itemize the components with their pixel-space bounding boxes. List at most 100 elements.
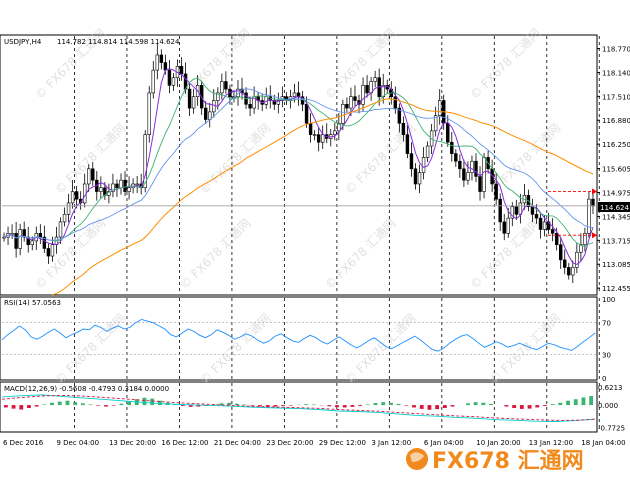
bull-candle (62, 214, 67, 223)
price-tick-label: 118.140 (602, 69, 630, 77)
price-tick-label: 114.975 (602, 190, 630, 198)
macd-main-line (1, 394, 596, 422)
bull-candle (341, 103, 345, 124)
bear-candle (591, 198, 595, 207)
bull-candle (119, 179, 123, 189)
price-panel (0, 34, 598, 296)
bear-candle (563, 259, 567, 268)
macd-plot: 0.6213 0.000 -0.7725 (1, 384, 625, 433)
bull-candle (66, 202, 71, 215)
bear-candle (514, 206, 519, 215)
bull-candle (208, 111, 212, 120)
rsi-plot: 100 70 30 0 (1, 296, 615, 383)
time-tick-label: 21 Dec 04:00 (214, 439, 261, 447)
bear-candle (248, 103, 252, 109)
bull-candle (220, 81, 224, 94)
bear-candle (167, 69, 172, 86)
time-tick-label: 3 Jan 12:00 (371, 439, 411, 447)
bear-candle (42, 236, 47, 249)
bear-candle (502, 221, 506, 234)
watermark-logo: FX678 汇通网 (406, 448, 584, 474)
rsi-tick-label: 30 (602, 351, 611, 359)
bear-candle (558, 244, 563, 261)
bear-candle (187, 88, 192, 109)
time-tick-label: 18 Jan 04:00 (581, 439, 625, 447)
bear-candle (458, 160, 462, 170)
bull-candle (482, 157, 486, 192)
rsi-tick-label: 0 (602, 375, 606, 383)
time-tick-label: 9 Dec 04:00 (56, 439, 99, 447)
bear-candle (345, 103, 349, 109)
ma-slow-line (3, 88, 594, 241)
bear-candle (462, 168, 466, 181)
bear-candle (179, 66, 184, 75)
bear-candle (22, 229, 26, 238)
bear-candle (446, 122, 450, 143)
bear-candle (163, 62, 168, 71)
macd-signal-line (1, 394, 596, 421)
bear-candle (26, 236, 30, 245)
bull-candle (312, 134, 317, 136)
bull-candle (571, 267, 575, 276)
bear-candle (46, 248, 51, 257)
rsi-tick-label: 100 (602, 296, 615, 304)
bear-candle (304, 103, 309, 124)
time-tick-label: 13 Dec 20:00 (109, 439, 156, 447)
bull-candle (373, 77, 377, 82)
bull-candle (111, 183, 115, 192)
price-tick-label: 113.715 (602, 237, 630, 245)
bull-candle (575, 251, 579, 268)
rsi-tick-label: 70 (602, 320, 611, 328)
bull-candle (212, 100, 216, 113)
time-tick-label: 13 Jan 12:00 (529, 439, 573, 447)
bear-candle (308, 122, 313, 135)
price-guides (2, 188, 597, 239)
bear-candle (534, 214, 539, 219)
bear-candle (159, 54, 164, 63)
bear-candle (413, 168, 418, 185)
last-price-tag (598, 202, 630, 212)
guide-arrow-icon (592, 232, 597, 239)
bull-candle (579, 244, 583, 253)
bear-candle (550, 229, 555, 234)
time-tick-label: 6 Dec 2016 (3, 439, 44, 447)
bear-candle (393, 96, 398, 109)
bear-candle (115, 183, 119, 189)
time-axis: 6 Dec 2016 9 Dec 04:00 13 Dec 20:00 16 Dec … (3, 439, 626, 447)
bull-candle (50, 244, 55, 257)
last-price-value: 114.624 (600, 204, 629, 212)
bear-candle (78, 198, 83, 204)
bull-candle (292, 92, 297, 98)
bear-candle (397, 107, 402, 124)
bear-candle (538, 217, 543, 230)
time-tick-label: 6 Jan 04:00 (424, 439, 464, 447)
bull-candle (337, 122, 341, 132)
logo-text: FX678 汇通网 (432, 449, 584, 474)
guide-arrow-icon (592, 188, 597, 195)
bear-candle (38, 232, 43, 238)
bull-candle (87, 168, 91, 185)
bear-candle (530, 206, 535, 215)
bear-candle (546, 221, 551, 230)
rsi-label: RSI(14) 57.0563 (4, 299, 61, 307)
bull-candle (127, 187, 131, 192)
price-tick-label: 114.345 (602, 213, 630, 221)
time-tick-label: 16 Dec 12:00 (161, 439, 208, 447)
ma-medium-line (15, 77, 594, 248)
bear-candle (478, 176, 482, 192)
bear-candle (401, 122, 406, 135)
price-tick-label: 117.510 (602, 93, 630, 101)
bull-candle (70, 191, 75, 204)
bear-candle (365, 85, 369, 94)
ma-long-line (52, 98, 594, 296)
bull-candle (171, 77, 176, 86)
bull-candle (151, 69, 155, 94)
bull-candle (18, 229, 22, 249)
bull-candle (143, 134, 147, 189)
bull-candle (466, 172, 470, 181)
rsi-panel (0, 296, 598, 381)
price-axis: 118.770 118.140 117.510 116.880 116.250 115.6… (597, 46, 630, 293)
bear-candle (296, 92, 301, 98)
bull-candle (425, 145, 430, 158)
